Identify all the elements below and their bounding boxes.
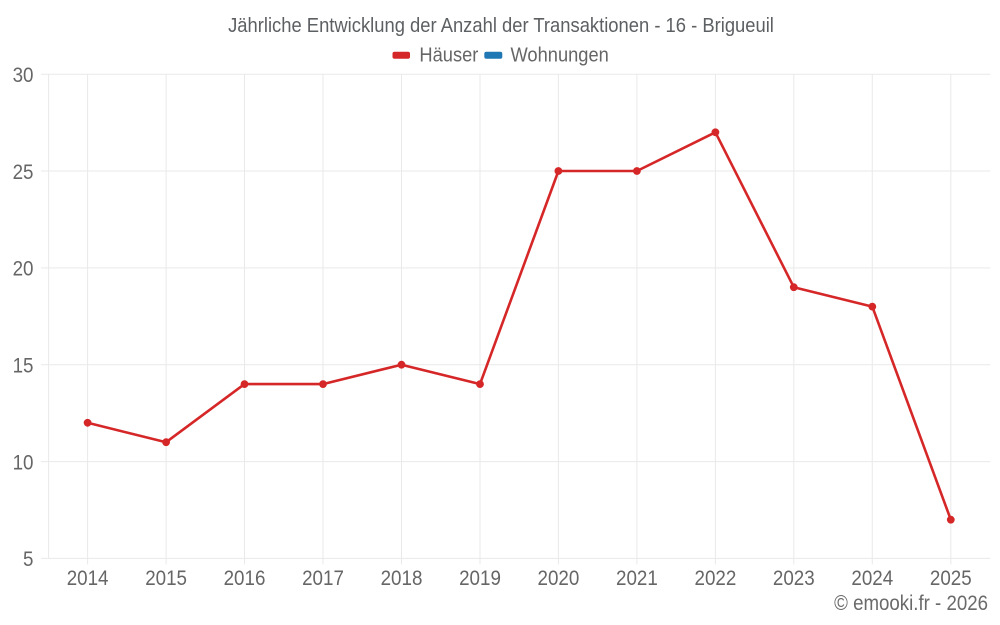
svg-text:2014: 2014 bbox=[67, 567, 109, 590]
svg-text:© emooki.fr - 2026: © emooki.fr - 2026 bbox=[834, 592, 988, 615]
svg-text:2015: 2015 bbox=[145, 567, 187, 590]
svg-text:2019: 2019 bbox=[459, 567, 501, 590]
svg-text:2022: 2022 bbox=[695, 567, 737, 590]
svg-text:2025: 2025 bbox=[930, 567, 972, 590]
svg-text:2018: 2018 bbox=[381, 567, 423, 590]
svg-text:15: 15 bbox=[13, 355, 34, 378]
svg-text:2021: 2021 bbox=[616, 567, 658, 590]
svg-text:Wohnungen: Wohnungen bbox=[511, 45, 609, 67]
svg-text:2016: 2016 bbox=[224, 567, 266, 590]
svg-text:25: 25 bbox=[13, 161, 34, 184]
svg-text:30: 30 bbox=[13, 64, 34, 87]
svg-text:20: 20 bbox=[13, 258, 34, 281]
svg-text:Jährliche Entwicklung der Anza: Jährliche Entwicklung der Anzahl der Tra… bbox=[228, 15, 774, 37]
svg-text:2024: 2024 bbox=[851, 567, 893, 590]
svg-text:10: 10 bbox=[13, 451, 34, 474]
svg-text:Häuser: Häuser bbox=[419, 45, 479, 67]
svg-text:2017: 2017 bbox=[302, 567, 344, 590]
svg-text:2023: 2023 bbox=[773, 567, 815, 590]
svg-text:5: 5 bbox=[23, 548, 33, 571]
svg-text:2020: 2020 bbox=[538, 567, 580, 590]
